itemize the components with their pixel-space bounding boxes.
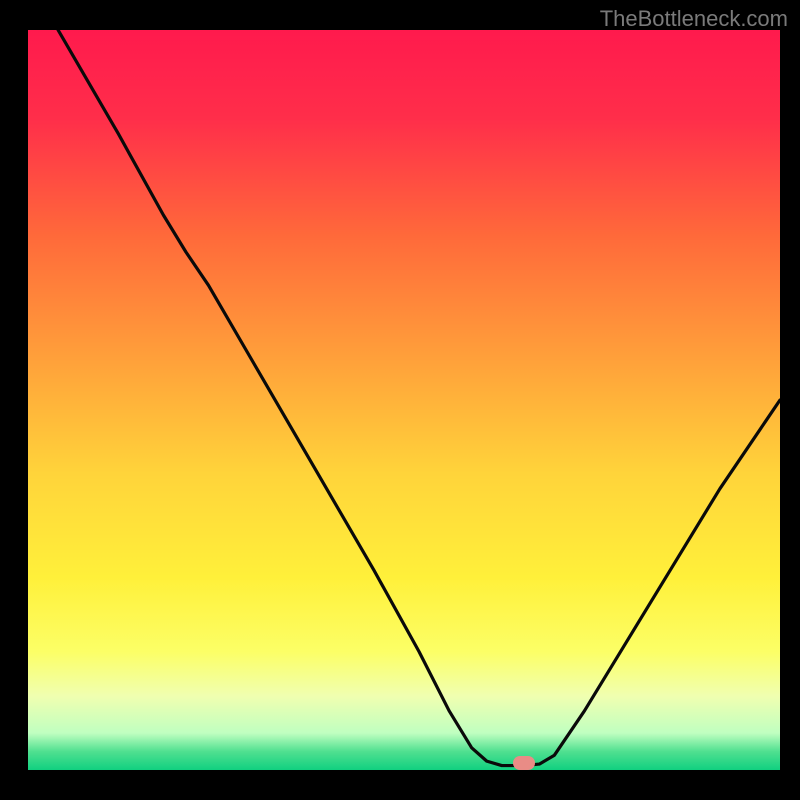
curve-path <box>58 30 780 766</box>
attribution-watermark: TheBottleneck.com <box>600 6 788 32</box>
chart-plot-area <box>28 30 780 770</box>
bottleneck-curve <box>28 30 780 770</box>
optimal-point-marker <box>513 756 535 770</box>
